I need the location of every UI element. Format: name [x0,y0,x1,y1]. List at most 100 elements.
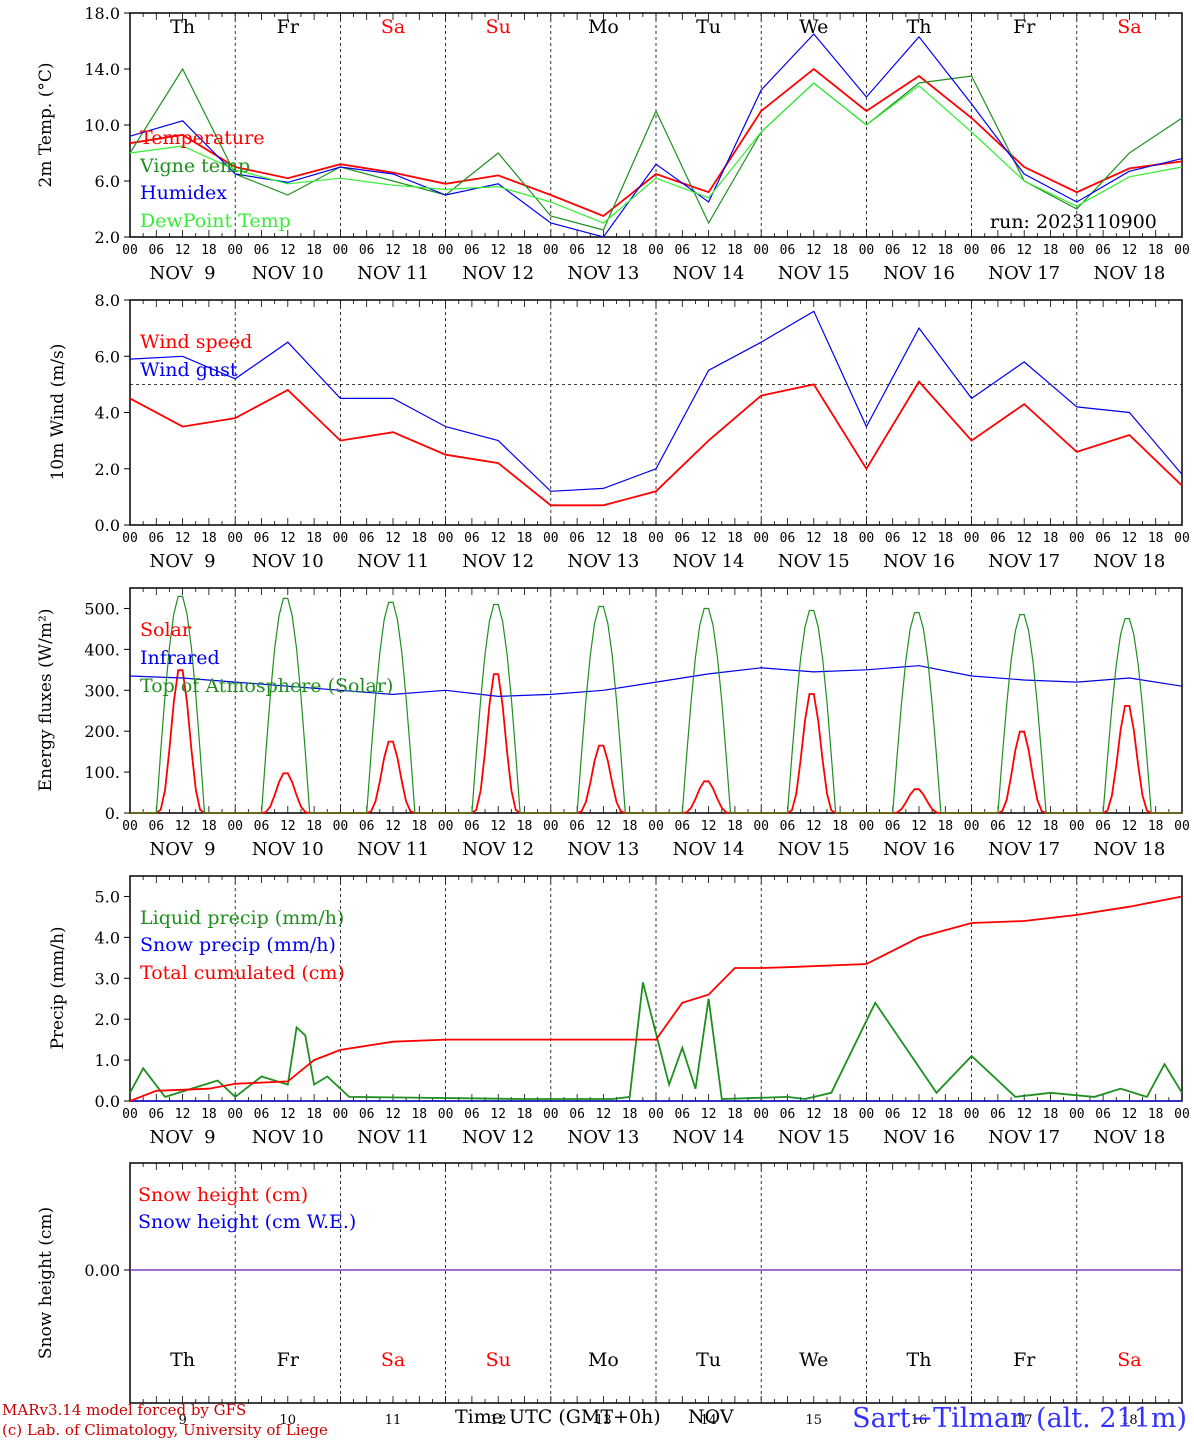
legend-snow-precip: Snow precip (mm/h) [140,934,336,956]
y-tick-label: 4.0 [95,404,120,423]
series-line [129,895,1183,1102]
x-tick-label: 18 [411,1107,427,1122]
x-tick-label: 00 [648,819,664,834]
x-tick-label: 12 [280,531,296,546]
x-tick-label: 12 [701,243,717,258]
x-tick-label: 06 [148,531,164,546]
x-tick-label: 06 [990,819,1006,834]
date-label: NOV 17 [988,839,1060,860]
x-tick-label: 00 [227,819,243,834]
date-label: NOV 16 [883,839,955,860]
x-tick-label: 12 [806,243,822,258]
y-tick-label: 6.0 [95,347,120,366]
date-label: NOV 10 [252,1127,324,1148]
x-tick-label: 00 [1069,531,1085,546]
x-tick-label: 18 [832,819,848,834]
x-tick-label: 18 [727,819,743,834]
x-tick-label: 18 [937,819,953,834]
grid [129,13,1183,1403]
x-tick-label: 12 [385,1107,401,1122]
x-tick-label: 18 [1043,243,1059,258]
x-tick-label: 00 [753,243,769,258]
x-tick-label: 00 [1069,243,1085,258]
date-label: NOV 15 [778,1127,850,1148]
date-label: NOV 16 [883,1127,955,1148]
x-tick-label: 18 [937,1107,953,1122]
x-tick-label: 00 [227,531,243,546]
series-line [129,67,1183,231]
x-tick-label: 18 [622,531,638,546]
date-label: NOV 10 [252,839,324,860]
x-tick-label: 12 [385,531,401,546]
date-label: NOV 13 [567,839,639,860]
date-label: NOV 15 [778,839,850,860]
x-tick-label: 18 [1148,243,1164,258]
weekday-label: Th [170,16,195,38]
date-label: NOV 17 [988,551,1060,572]
x-tick-label: 12 [911,531,927,546]
footer-model: MARv3.14 model forced by GFS [2,1401,246,1419]
weekday-label: Tu [696,1349,721,1371]
precip-y-label: Precip (mm/h) [48,926,68,1049]
x-tick-label: 18 [411,243,427,258]
x-tick-label: 00 [122,1107,138,1122]
footer-credit: (c) Lab. of Climatology, University of L… [2,1421,328,1439]
wind-y-label: 10m Wind (m/s) [48,344,68,481]
x-tick-label: 18 [1043,819,1059,834]
date-label: NOV 15 [778,551,850,572]
x-tick-label: 06 [254,243,270,258]
x-tick-label: 00 [753,819,769,834]
x-tick-label: 00 [859,1107,875,1122]
x-tick-label: 12 [385,819,401,834]
date-label: NOV 9 [150,263,216,284]
date-label: NOV 15 [778,263,850,284]
x-tick-label: 18 [622,1107,638,1122]
series-line [129,310,1183,492]
bottom-day-label: 18 [1121,1413,1138,1428]
x-tick-label: 06 [148,819,164,834]
x-tick-label: 00 [859,819,875,834]
x-tick-label: 06 [569,531,585,546]
weekday-label: Fr [1013,1349,1036,1371]
x-tick-label: 00 [438,819,454,834]
legend-wind-gust: Wind gust [140,359,238,381]
x-tick-label: 12 [1122,531,1138,546]
date-label: NOV 9 [150,551,216,572]
x-tick-label: 12 [596,531,612,546]
x-tick-label: 00 [333,819,349,834]
x-tick-label: 00 [859,243,875,258]
weekday-label: Fr [1013,16,1036,38]
x-tick-label: 00 [543,531,559,546]
x-tick-label: 06 [780,243,796,258]
date-label: NOV 18 [1093,551,1165,572]
temp-panel-frame [129,12,1183,238]
series-line [129,380,1183,507]
x-tick-label: 00 [543,1107,559,1122]
weekday-label: Th [907,16,932,38]
x-tick-label: 12 [1016,531,1032,546]
x-tick-label: 18 [306,243,322,258]
x-tick-label: 12 [806,819,822,834]
y-tick-label: 1.0 [95,1051,120,1070]
x-tick-label: 00 [753,531,769,546]
weekday-label: Sa [1117,1349,1141,1371]
series-line [129,33,1183,238]
legend-temperature: Temperature [140,127,264,149]
y-tick-label: 8.0 [95,291,120,310]
y-tick-label: 100. [84,763,120,782]
x-tick-label: 00 [122,531,138,546]
date-label: NOV 12 [462,551,534,572]
x-tick-label: 18 [517,1107,533,1122]
weekday-label: Mo [588,1349,619,1371]
x-tick-label: 12 [1016,1107,1032,1122]
date-label: NOV 12 [462,1127,534,1148]
x-tick-label: 06 [885,243,901,258]
x-tick-label: 12 [596,1107,612,1122]
x-tick-label: 12 [175,1107,191,1122]
bottom-day-label: 10 [280,1413,297,1428]
weekday-label: Sa [381,1349,405,1371]
series-layer [129,33,1183,1271]
x-tick-label: 12 [1122,1107,1138,1122]
x-tick-label: 12 [911,819,927,834]
x-tick-label: 06 [148,243,164,258]
